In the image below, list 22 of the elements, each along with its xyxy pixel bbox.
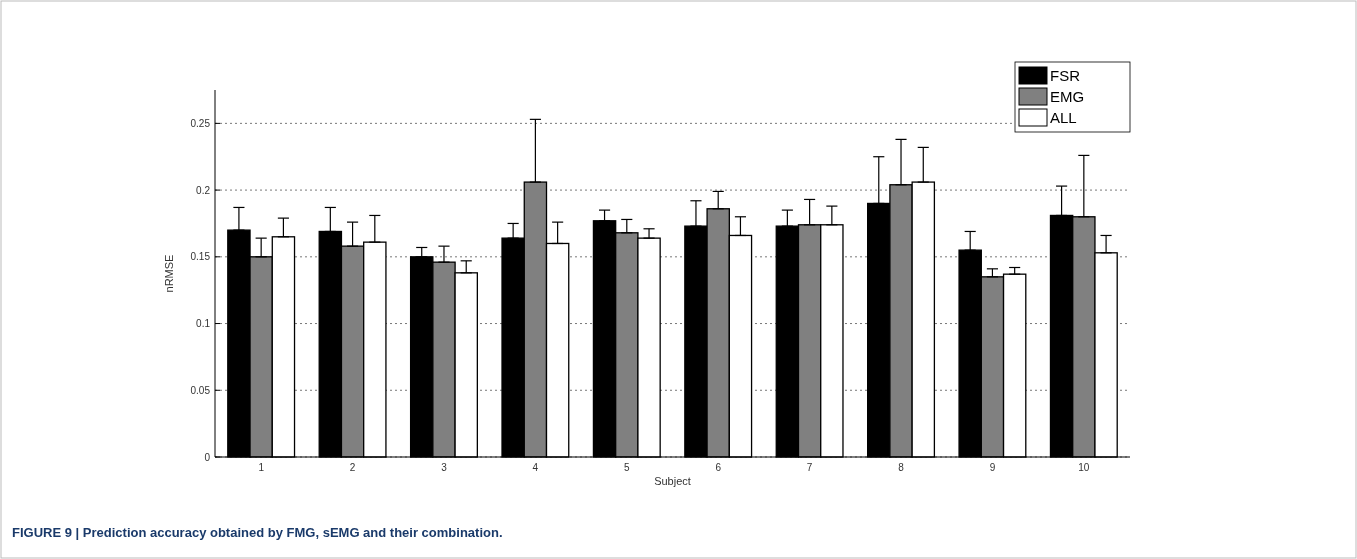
caption: FIGURE 9 | Prediction accuracy obtained by FMG, sEMG and their combination. [12,525,503,540]
x-tick-label: 9 [989,462,996,473]
y-tick-label: 0.2 [196,184,211,196]
x-tick-label: 6 [715,462,722,473]
y-tick-label: 0.05 [190,384,211,396]
x-tick-label: 3 [441,462,448,473]
y-tick-label: 0.25 [190,117,211,129]
legend-label: ALL [1050,109,1077,127]
y-tick-label: 0.1 [196,318,211,330]
legend-label: FSR [1050,67,1081,85]
x-tick-label: 10 [1078,462,1090,473]
x-axis-title: Subject [654,475,691,487]
x-tick-label: 7 [806,462,813,473]
y-tick-label: 0 [204,451,211,463]
y-axis-title: nRMSE [163,254,175,293]
x-tick-label: 5 [624,462,631,473]
legend-label: EMG [1050,88,1085,106]
x-tick-label: 4 [532,462,539,473]
x-tick-label: 8 [898,462,905,473]
x-tick-label: 2 [349,462,356,473]
y-tick-label: 0.15 [190,251,211,263]
x-tick-label: 1 [258,462,265,473]
